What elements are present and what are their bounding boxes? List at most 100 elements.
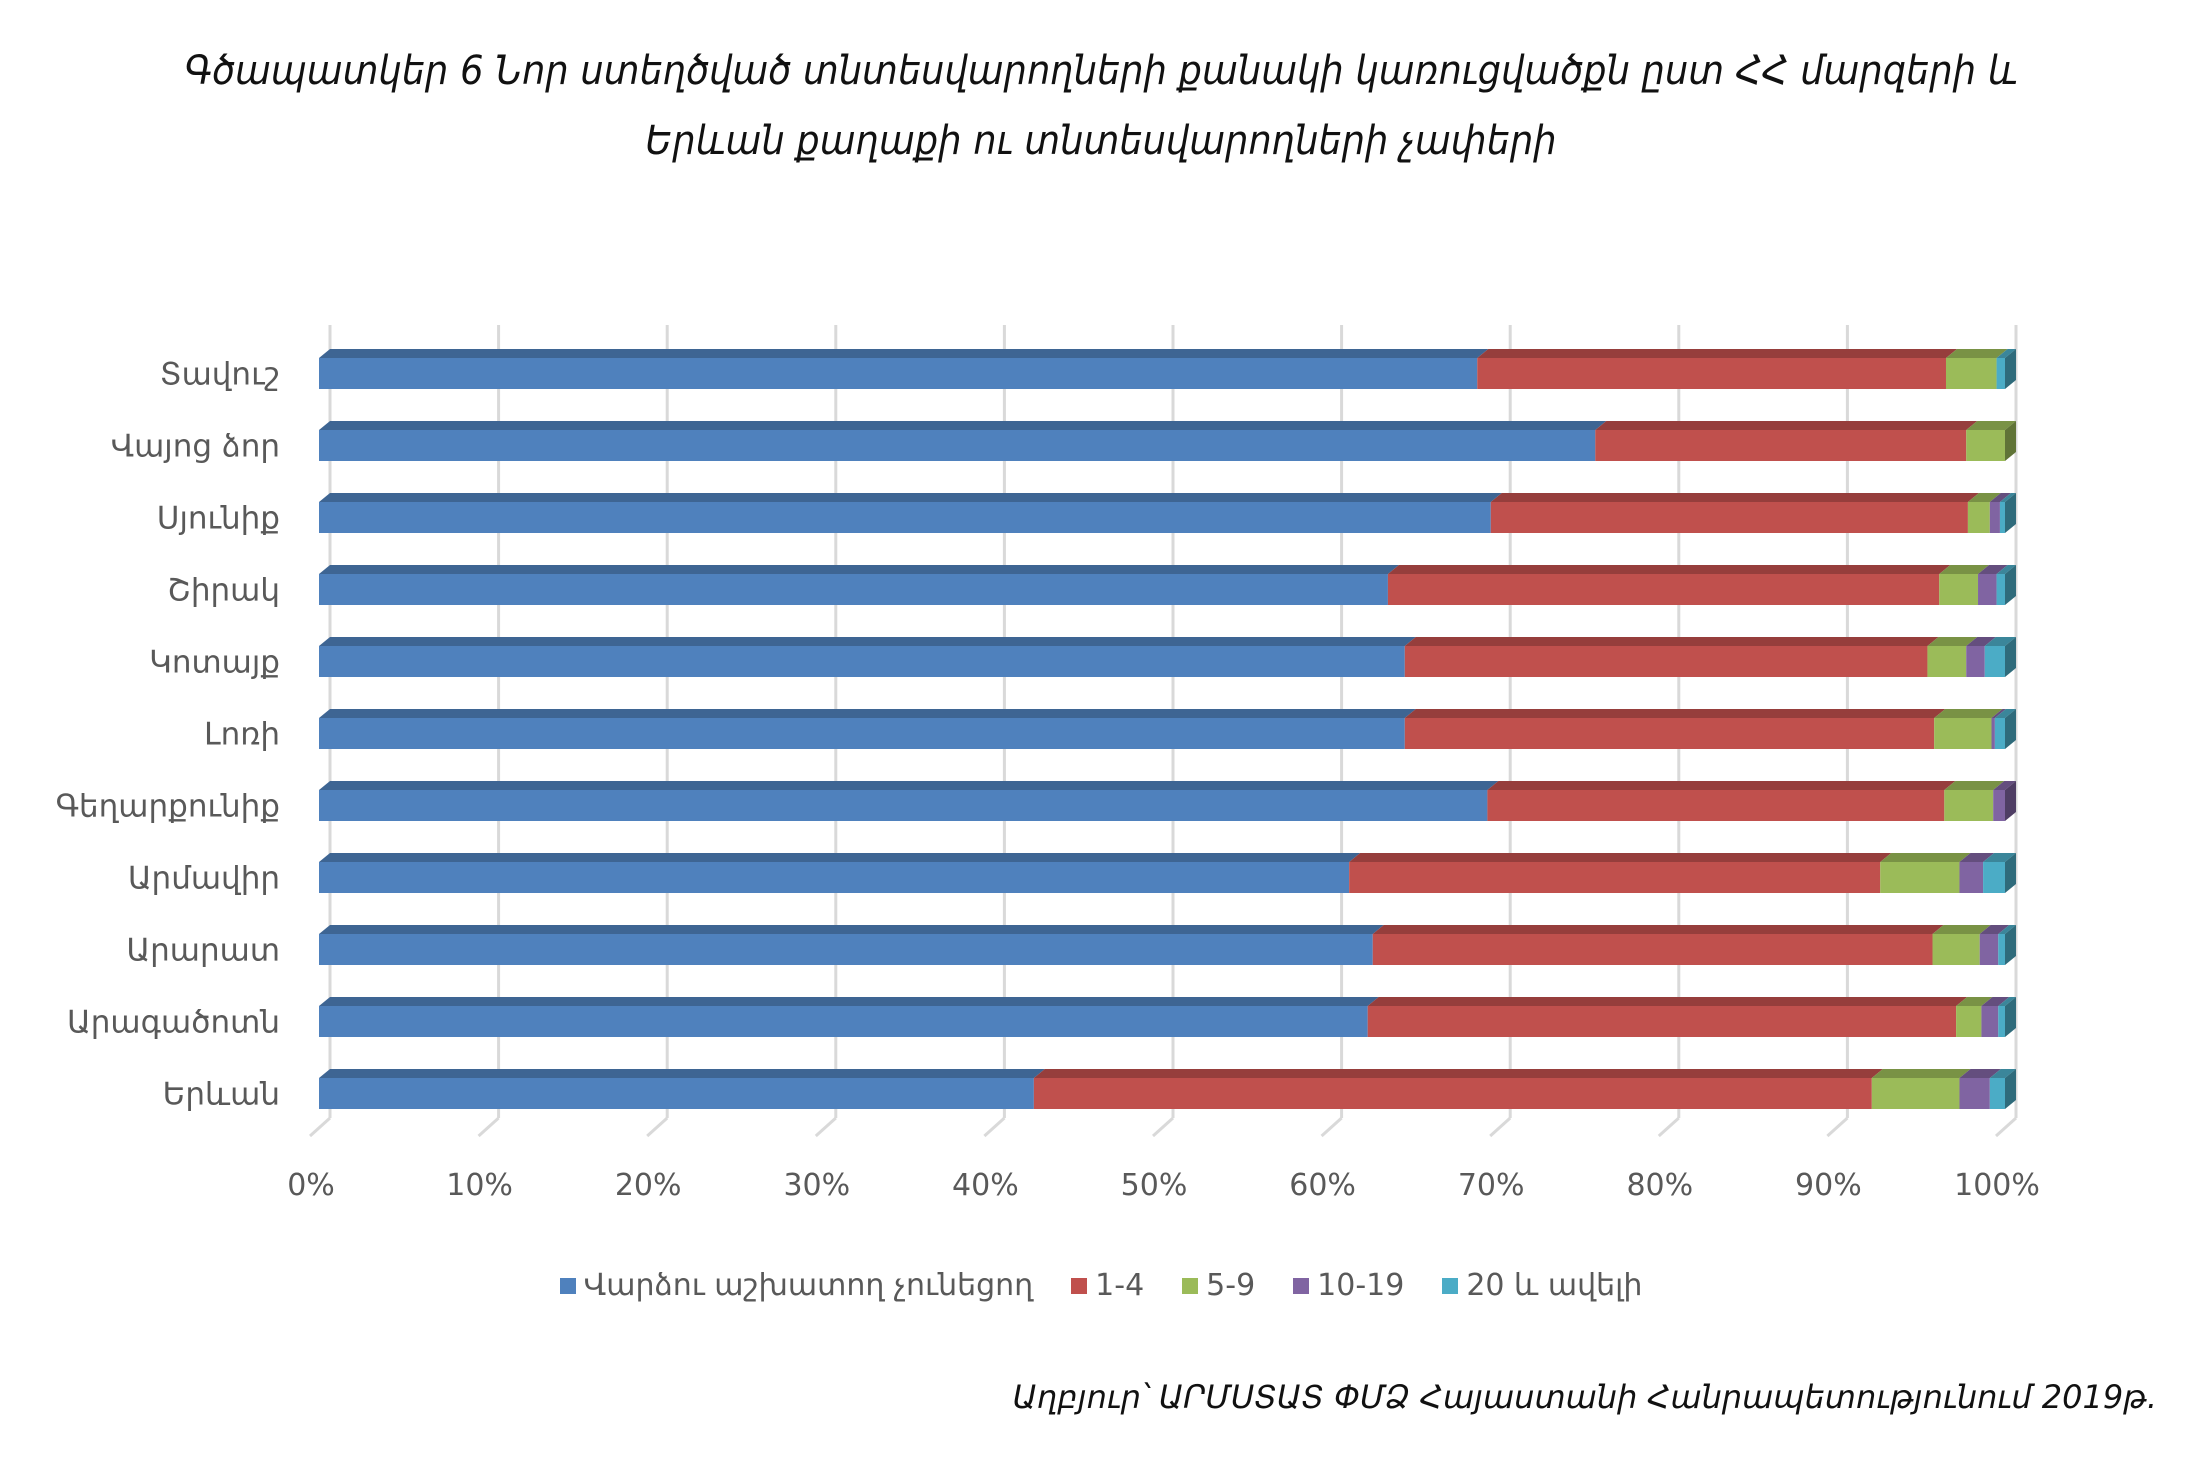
bar-segment-top [319, 637, 1416, 646]
bar-segment-top [1871, 1069, 1971, 1078]
bar-segment [319, 1006, 1368, 1037]
y-category-label: Վայոց ձոր [111, 429, 280, 465]
bar-segment-top [1944, 781, 2005, 790]
bar-segment [1372, 934, 1933, 965]
x-tick-label: 0% [287, 1168, 335, 1203]
bar-end-face [2005, 493, 2016, 533]
legend-swatch [1442, 1277, 1459, 1294]
bar-segment [1927, 646, 1967, 677]
y-category-label: Արագածոտն [67, 1005, 280, 1041]
bar-segment [1487, 790, 1945, 821]
bar-segment-top [319, 565, 1399, 574]
chart-title-line2: Երևան քաղաքի ու տնտեսվարողների չափերի [645, 118, 1557, 164]
bar-segment-top [319, 853, 1361, 862]
bar-segment [1939, 574, 1979, 605]
bar-segment [1984, 646, 2005, 677]
bar-segment [1996, 574, 2005, 605]
legend-label: 1-4 [1095, 1268, 1145, 1303]
bar-segment [319, 862, 1350, 893]
legend-label: Վարձու աշխատող չունեցող [583, 1268, 1034, 1303]
bar-segment-top [319, 709, 1416, 718]
x-tick-label: 50% [1121, 1168, 1188, 1203]
bar-segment-top [1349, 853, 1892, 862]
bar-end-face [2005, 637, 2016, 677]
y-category-label: Լոռի [204, 717, 280, 753]
legend-label: 5-9 [1206, 1268, 1256, 1303]
bar-end-face [2005, 997, 2016, 1037]
bar-segment-top [1490, 493, 1979, 502]
bar-segment [319, 430, 1596, 461]
bar-segment-top [1994, 709, 2016, 718]
legend-swatch [559, 1277, 576, 1294]
x-tick-label: 100% [1954, 1168, 2040, 1203]
bar-segment [1996, 358, 2005, 389]
bar-segment [319, 358, 1478, 389]
bar-segment-top [319, 349, 1489, 358]
bar-segment [1993, 790, 2005, 821]
bar-end-face [2005, 421, 2016, 461]
bar-segment-top [1981, 997, 2010, 1006]
bar-segment [1959, 862, 1984, 893]
gridline-floor [1151, 1116, 1175, 1138]
bar-segment [1966, 646, 1985, 677]
bar-segment [319, 574, 1388, 605]
bar-segment [319, 934, 1373, 965]
bar-segment-top [1939, 565, 1990, 574]
bar-segment [319, 646, 1405, 677]
bar-segment-top [319, 781, 1499, 790]
bar-segment-top [1927, 637, 1978, 646]
bar-segment [319, 718, 1405, 749]
bar-segment-top [1983, 853, 2016, 862]
bar-segment-top [1998, 997, 2016, 1006]
bar-segment-top [1979, 925, 2010, 934]
legend-item: 1-4 [1071, 1268, 1144, 1303]
x-tick-label: 90% [1795, 1168, 1862, 1203]
legend-swatch [1293, 1277, 1310, 1294]
bar-segment [1387, 574, 1940, 605]
bar-segment-top [1477, 349, 1957, 358]
bar-end-face [2005, 925, 2016, 965]
bar-segment [1981, 1006, 1999, 1037]
gridline-floor [1657, 1116, 1680, 1138]
bar-segment-top [319, 421, 1607, 430]
bar-segment-top [1966, 421, 2016, 430]
bar-segment-top [1372, 925, 1944, 934]
legend-item: 20 և ավելի [1442, 1268, 1642, 1303]
bar-segment-top [1956, 997, 1993, 1006]
gridline-floor [646, 1116, 669, 1138]
y-category-label: Տավուշ [160, 357, 280, 393]
legend-label: 10-19 [1317, 1268, 1405, 1303]
bar-segment [1959, 1078, 1990, 1109]
bar-segment-top [1880, 853, 1971, 862]
x-tick-label: 20% [615, 1168, 682, 1203]
bar-segment-top [1991, 709, 2006, 718]
legend-swatch [1071, 1277, 1088, 1294]
bar-segment [1998, 934, 2005, 965]
bar-end-face [2005, 1069, 2016, 1109]
bar-segment [1932, 934, 1980, 965]
gridline-floor [983, 1116, 1006, 1138]
gridline-floor [1489, 1116, 1512, 1138]
bar-segment-top [319, 997, 1379, 1006]
bar-segment [1999, 502, 2005, 533]
bar-segment [1595, 430, 1967, 461]
bar-end-face [2005, 709, 2016, 749]
bar-segment [1349, 862, 1881, 893]
bar-segment-top [1959, 853, 1995, 862]
x-tick-label: 60% [1289, 1168, 1356, 1203]
source-note: Աղբյուր՝ ԱՐՄՍՏԱՏ ՓՄՁ Հայաստանի Հանրապետո… [1012, 1378, 2157, 1416]
bar-segment [1404, 718, 1935, 749]
gridline-floor [477, 1116, 500, 1138]
bar-segment-top [319, 1069, 1045, 1078]
bar-segment-top [1934, 709, 2003, 718]
y-category-label: Արարատ [126, 933, 280, 969]
x-tick-label: 80% [1626, 1168, 1693, 1203]
x-tick-label: 40% [952, 1168, 1019, 1203]
legend-label: 20 և ավելի [1466, 1268, 1643, 1303]
bar-segment [1490, 502, 1968, 533]
bar-segment-top [1998, 925, 2016, 934]
bar-segment [1983, 862, 2005, 893]
bar-segment-top [1999, 493, 2016, 502]
bar-segment-top [1595, 421, 1978, 430]
